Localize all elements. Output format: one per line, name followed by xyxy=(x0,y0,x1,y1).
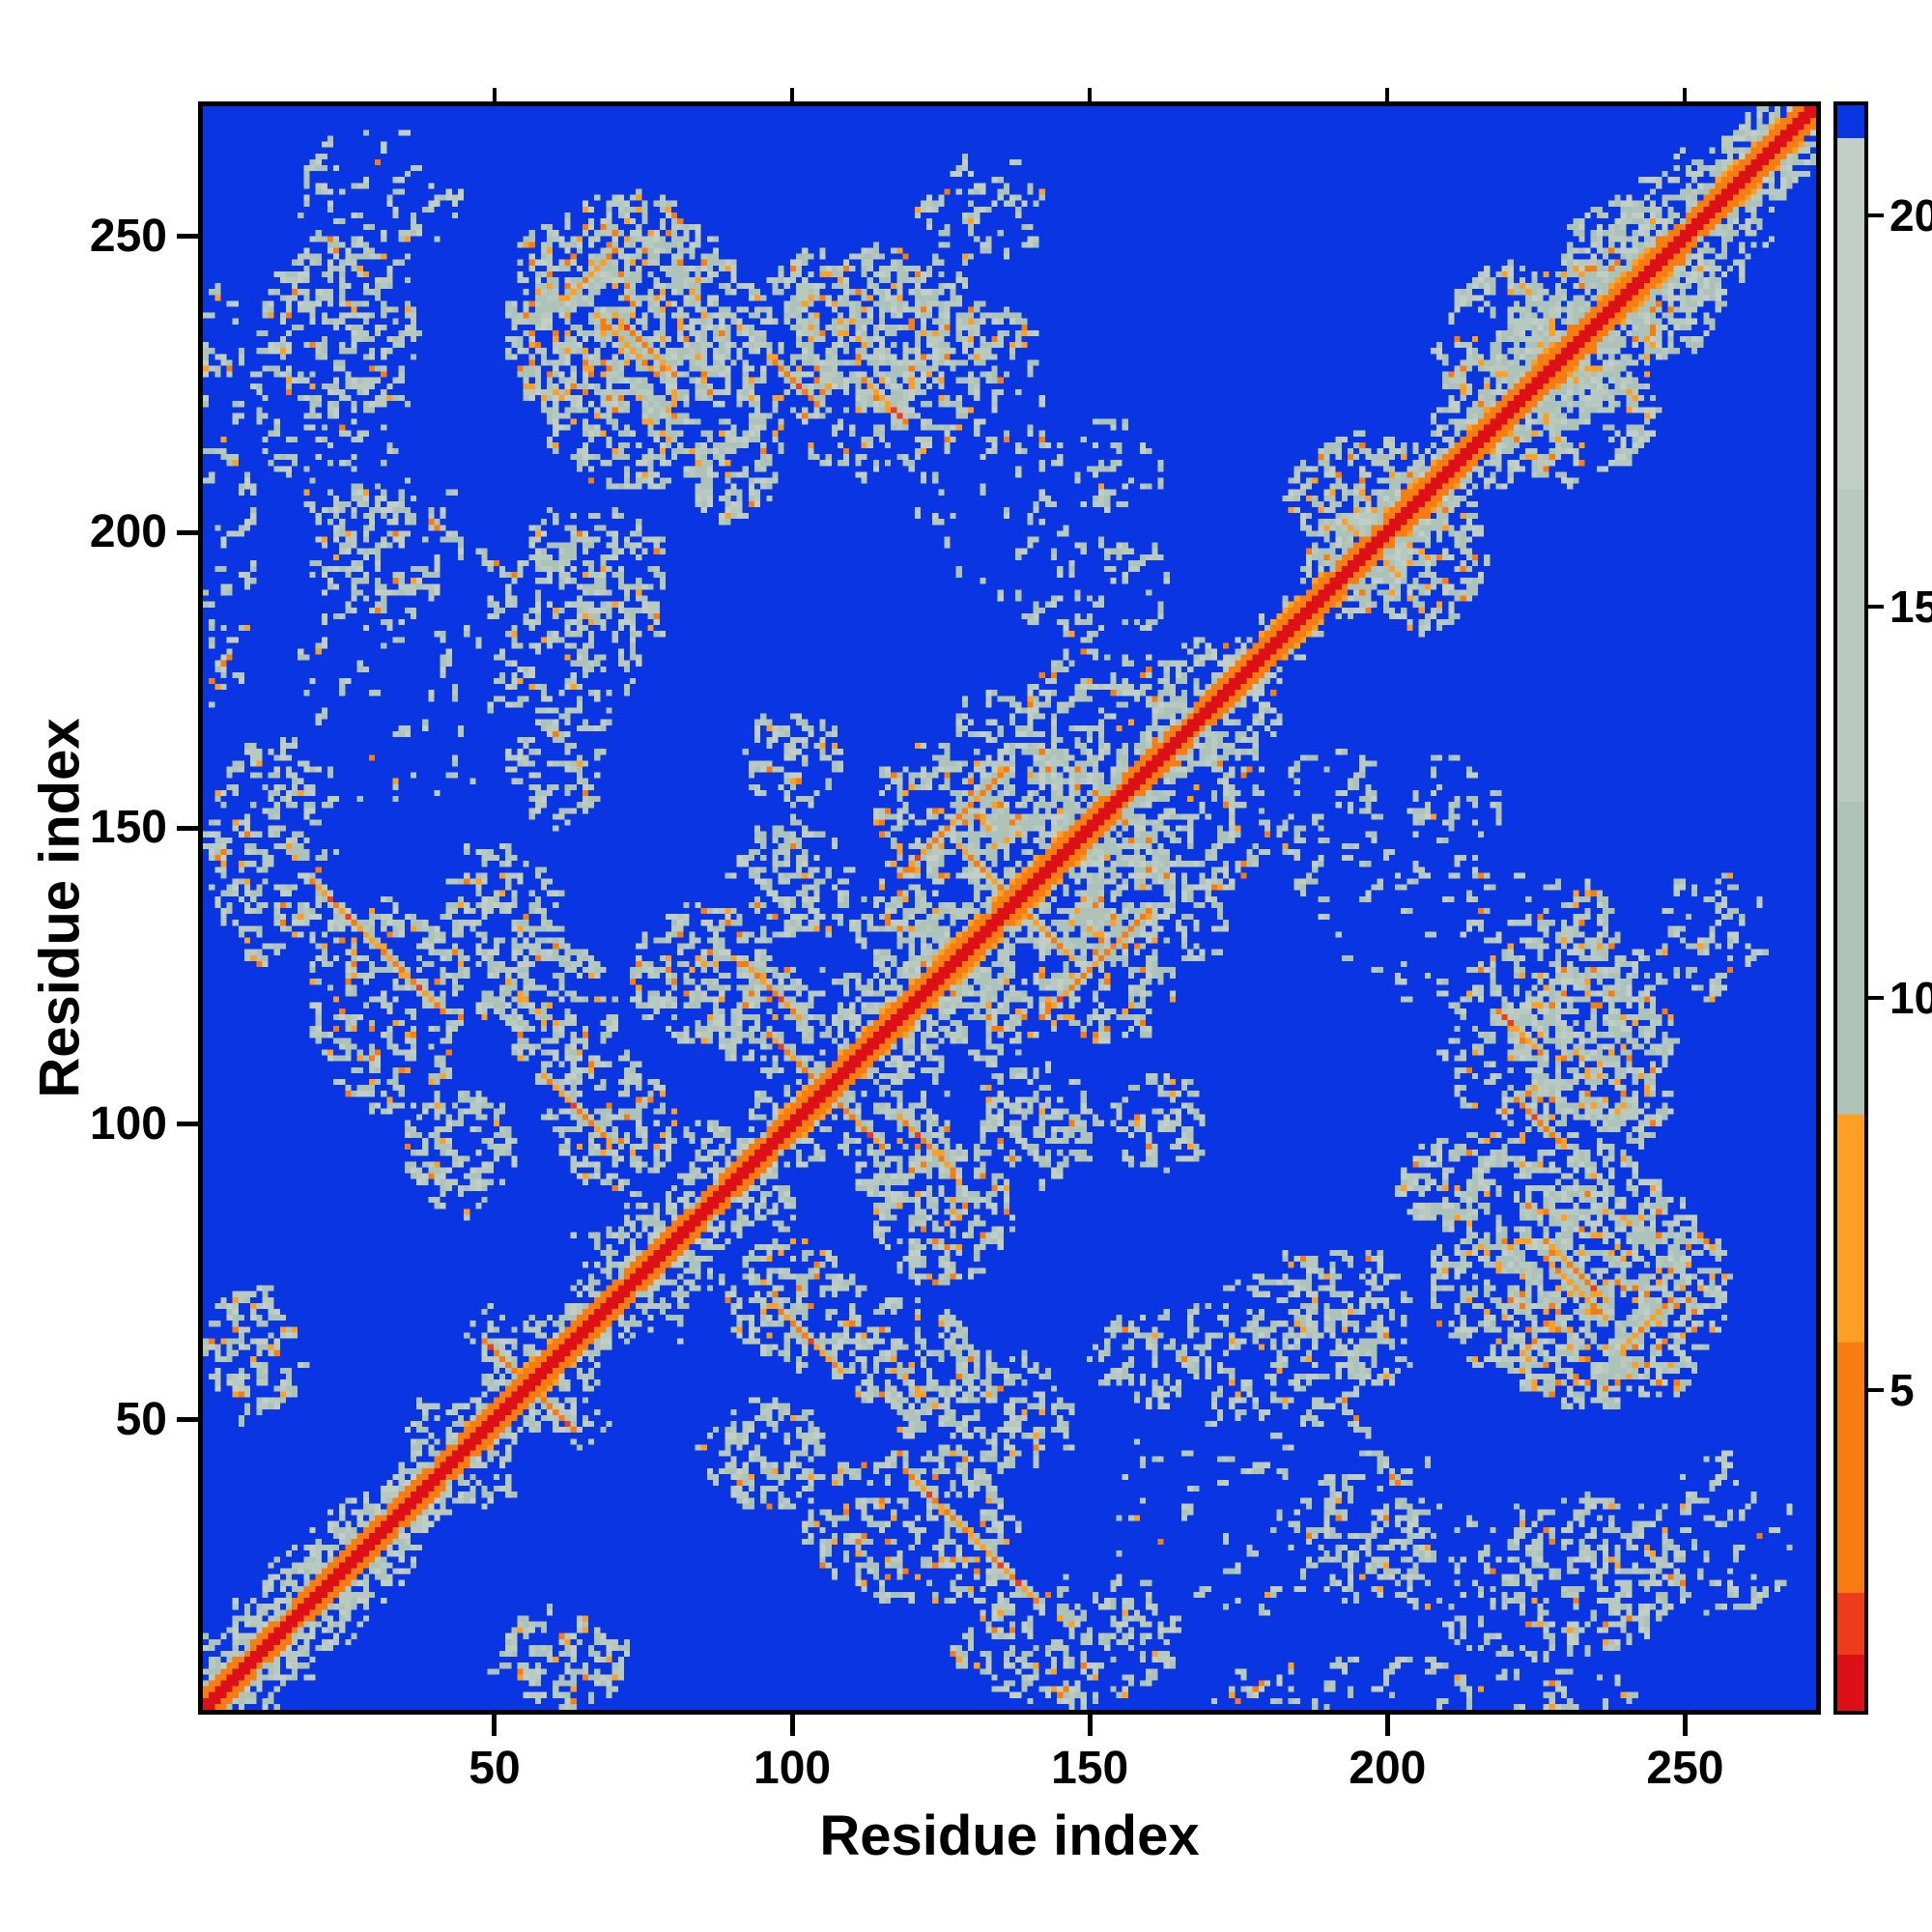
x-tick xyxy=(1384,1715,1390,1736)
colorbar-tick xyxy=(1868,1387,1884,1392)
x-tick xyxy=(492,1715,497,1736)
y-tick xyxy=(177,529,198,535)
x-top-tick xyxy=(1385,88,1390,101)
x-tick-label: 150 xyxy=(1051,1743,1129,1794)
colorbar-tick xyxy=(1868,604,1884,609)
colorbar xyxy=(1833,101,1868,1715)
colorbar-tick xyxy=(1868,213,1884,217)
x-tick-label: 200 xyxy=(1349,1743,1427,1794)
x-tick xyxy=(1682,1715,1688,1736)
x-tick-label: 100 xyxy=(753,1743,832,1794)
y-tick-label: 200 xyxy=(89,506,167,558)
y-tick-label: 100 xyxy=(89,1097,167,1150)
colorbar-tick xyxy=(1868,996,1884,1001)
x-tick xyxy=(789,1715,795,1736)
x-top-tick xyxy=(1088,88,1093,101)
y-axis-label: Residue index xyxy=(28,718,92,1098)
x-top-tick xyxy=(790,88,795,101)
y-tick xyxy=(177,1417,198,1423)
x-axis-label: Residue index xyxy=(819,1804,1200,1867)
y-tick-label: 50 xyxy=(115,1393,167,1445)
x-tick-label: 50 xyxy=(469,1743,521,1794)
colorbar-tick-label: 10 xyxy=(1889,973,1932,1024)
x-top-tick xyxy=(492,88,497,101)
colorbar-canvas xyxy=(1837,105,1864,1711)
y-tick-label: 250 xyxy=(89,210,167,262)
colorbar-tick-label: 5 xyxy=(1889,1364,1915,1415)
heatmap-plot xyxy=(198,101,1821,1715)
y-tick xyxy=(177,234,198,240)
heatmap-canvas xyxy=(203,106,1816,1710)
y-tick xyxy=(177,1122,198,1127)
colorbar-tick-label: 15 xyxy=(1889,581,1932,632)
x-tick xyxy=(1087,1715,1093,1736)
x-tick-label: 250 xyxy=(1646,1743,1724,1794)
colorbar-tick-label: 20 xyxy=(1889,189,1932,241)
y-tick-label: 150 xyxy=(89,802,167,854)
x-top-tick xyxy=(1683,88,1688,101)
y-tick xyxy=(177,825,198,831)
